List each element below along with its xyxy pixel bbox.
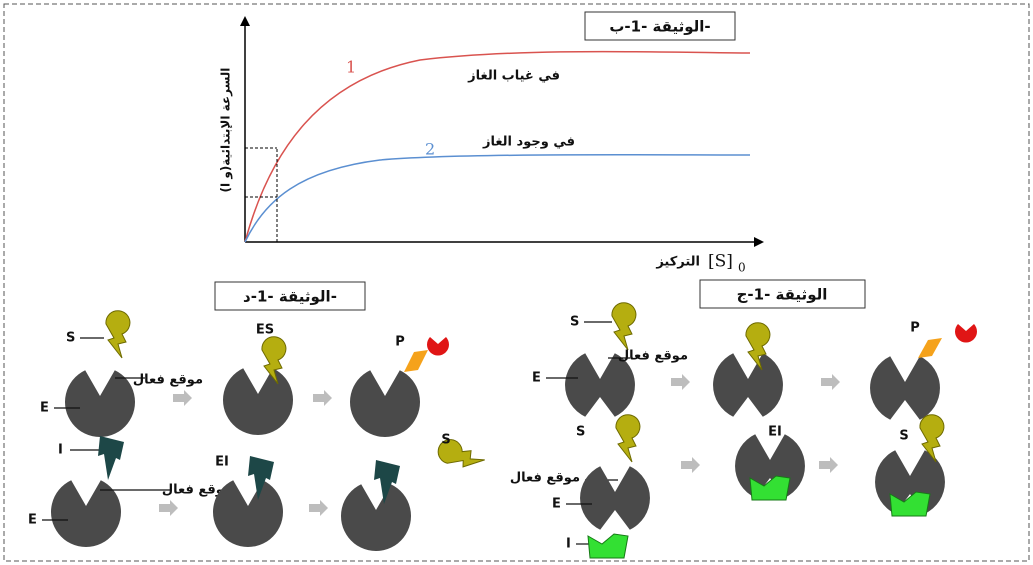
product bbox=[955, 324, 977, 343]
enzyme bbox=[713, 353, 783, 417]
graph: الوثيقة -1-ب- السرعة الإبتدائية(و ا) الت… bbox=[219, 11, 764, 275]
curve-2 bbox=[244, 153, 751, 243]
label: S bbox=[899, 429, 908, 444]
arrow bbox=[681, 457, 700, 473]
product bbox=[918, 338, 942, 358]
label: S bbox=[570, 315, 579, 330]
label: موقع فعال bbox=[618, 349, 688, 364]
enzyme bbox=[350, 370, 420, 438]
arrow bbox=[821, 374, 840, 390]
substrate bbox=[611, 302, 637, 351]
curve-label: في غياب الغاز bbox=[467, 69, 560, 84]
label: E bbox=[532, 371, 541, 386]
label: موقع فعال bbox=[510, 471, 580, 486]
label: EI bbox=[215, 455, 229, 470]
arrow bbox=[313, 390, 332, 406]
enzyme bbox=[65, 370, 135, 438]
label: EI bbox=[768, 425, 782, 440]
title-box bbox=[214, 281, 366, 311]
label: I bbox=[566, 537, 571, 552]
arrow bbox=[173, 390, 192, 406]
label: موقع فعال bbox=[133, 373, 203, 388]
graph-title: الوثيقة -1-ب- bbox=[609, 18, 710, 36]
curve-number: 1 bbox=[346, 58, 356, 77]
label: E bbox=[552, 497, 561, 512]
label: S bbox=[441, 433, 450, 448]
enzyme bbox=[870, 356, 940, 420]
product bbox=[427, 337, 450, 356]
x-subscript: 0 bbox=[738, 261, 746, 275]
title-box bbox=[699, 279, 866, 309]
x-label: التركيز bbox=[655, 255, 700, 270]
label: I bbox=[58, 443, 63, 458]
y-label: السرعة الإبتدائية(و ا) bbox=[219, 68, 234, 193]
enzyme bbox=[213, 480, 283, 548]
label: E bbox=[40, 401, 49, 416]
x-arrow bbox=[754, 237, 764, 247]
curve-1 bbox=[244, 50, 751, 243]
label: P bbox=[395, 335, 405, 350]
label: E bbox=[28, 513, 37, 528]
panel-title: الوثيقة -1-د- bbox=[243, 288, 337, 306]
panel-title: الوثيقة -1-ج bbox=[737, 286, 828, 304]
label: S bbox=[66, 331, 75, 346]
product bbox=[404, 350, 428, 372]
arrow bbox=[819, 457, 838, 473]
label: P bbox=[910, 321, 920, 336]
label: موقع فعال bbox=[162, 483, 232, 498]
enzyme bbox=[580, 466, 650, 530]
curve-label: في وجود الغاز bbox=[482, 135, 575, 150]
inhibitor bbox=[98, 436, 124, 480]
substrate bbox=[615, 414, 641, 463]
inhibitor bbox=[587, 533, 629, 559]
substrate bbox=[105, 310, 131, 359]
panel-c: الوثيقة -1-ج S E موقع فعال P S موقع فعال… bbox=[510, 279, 977, 559]
arrow bbox=[671, 374, 690, 390]
curve-number: 2 bbox=[425, 140, 435, 159]
enzyme bbox=[341, 484, 411, 552]
x-symbol: [S] bbox=[708, 252, 733, 272]
label: ES bbox=[256, 323, 274, 338]
arrow bbox=[159, 500, 178, 516]
frame bbox=[3, 3, 1030, 562]
enzyme bbox=[223, 368, 293, 436]
title-box bbox=[584, 11, 736, 41]
y-arrow bbox=[240, 16, 250, 26]
panel-d: الوثيقة -1-د- S E موقع فعال ES P I E موق… bbox=[28, 281, 488, 552]
arrow bbox=[309, 500, 328, 516]
label: S bbox=[576, 425, 585, 440]
